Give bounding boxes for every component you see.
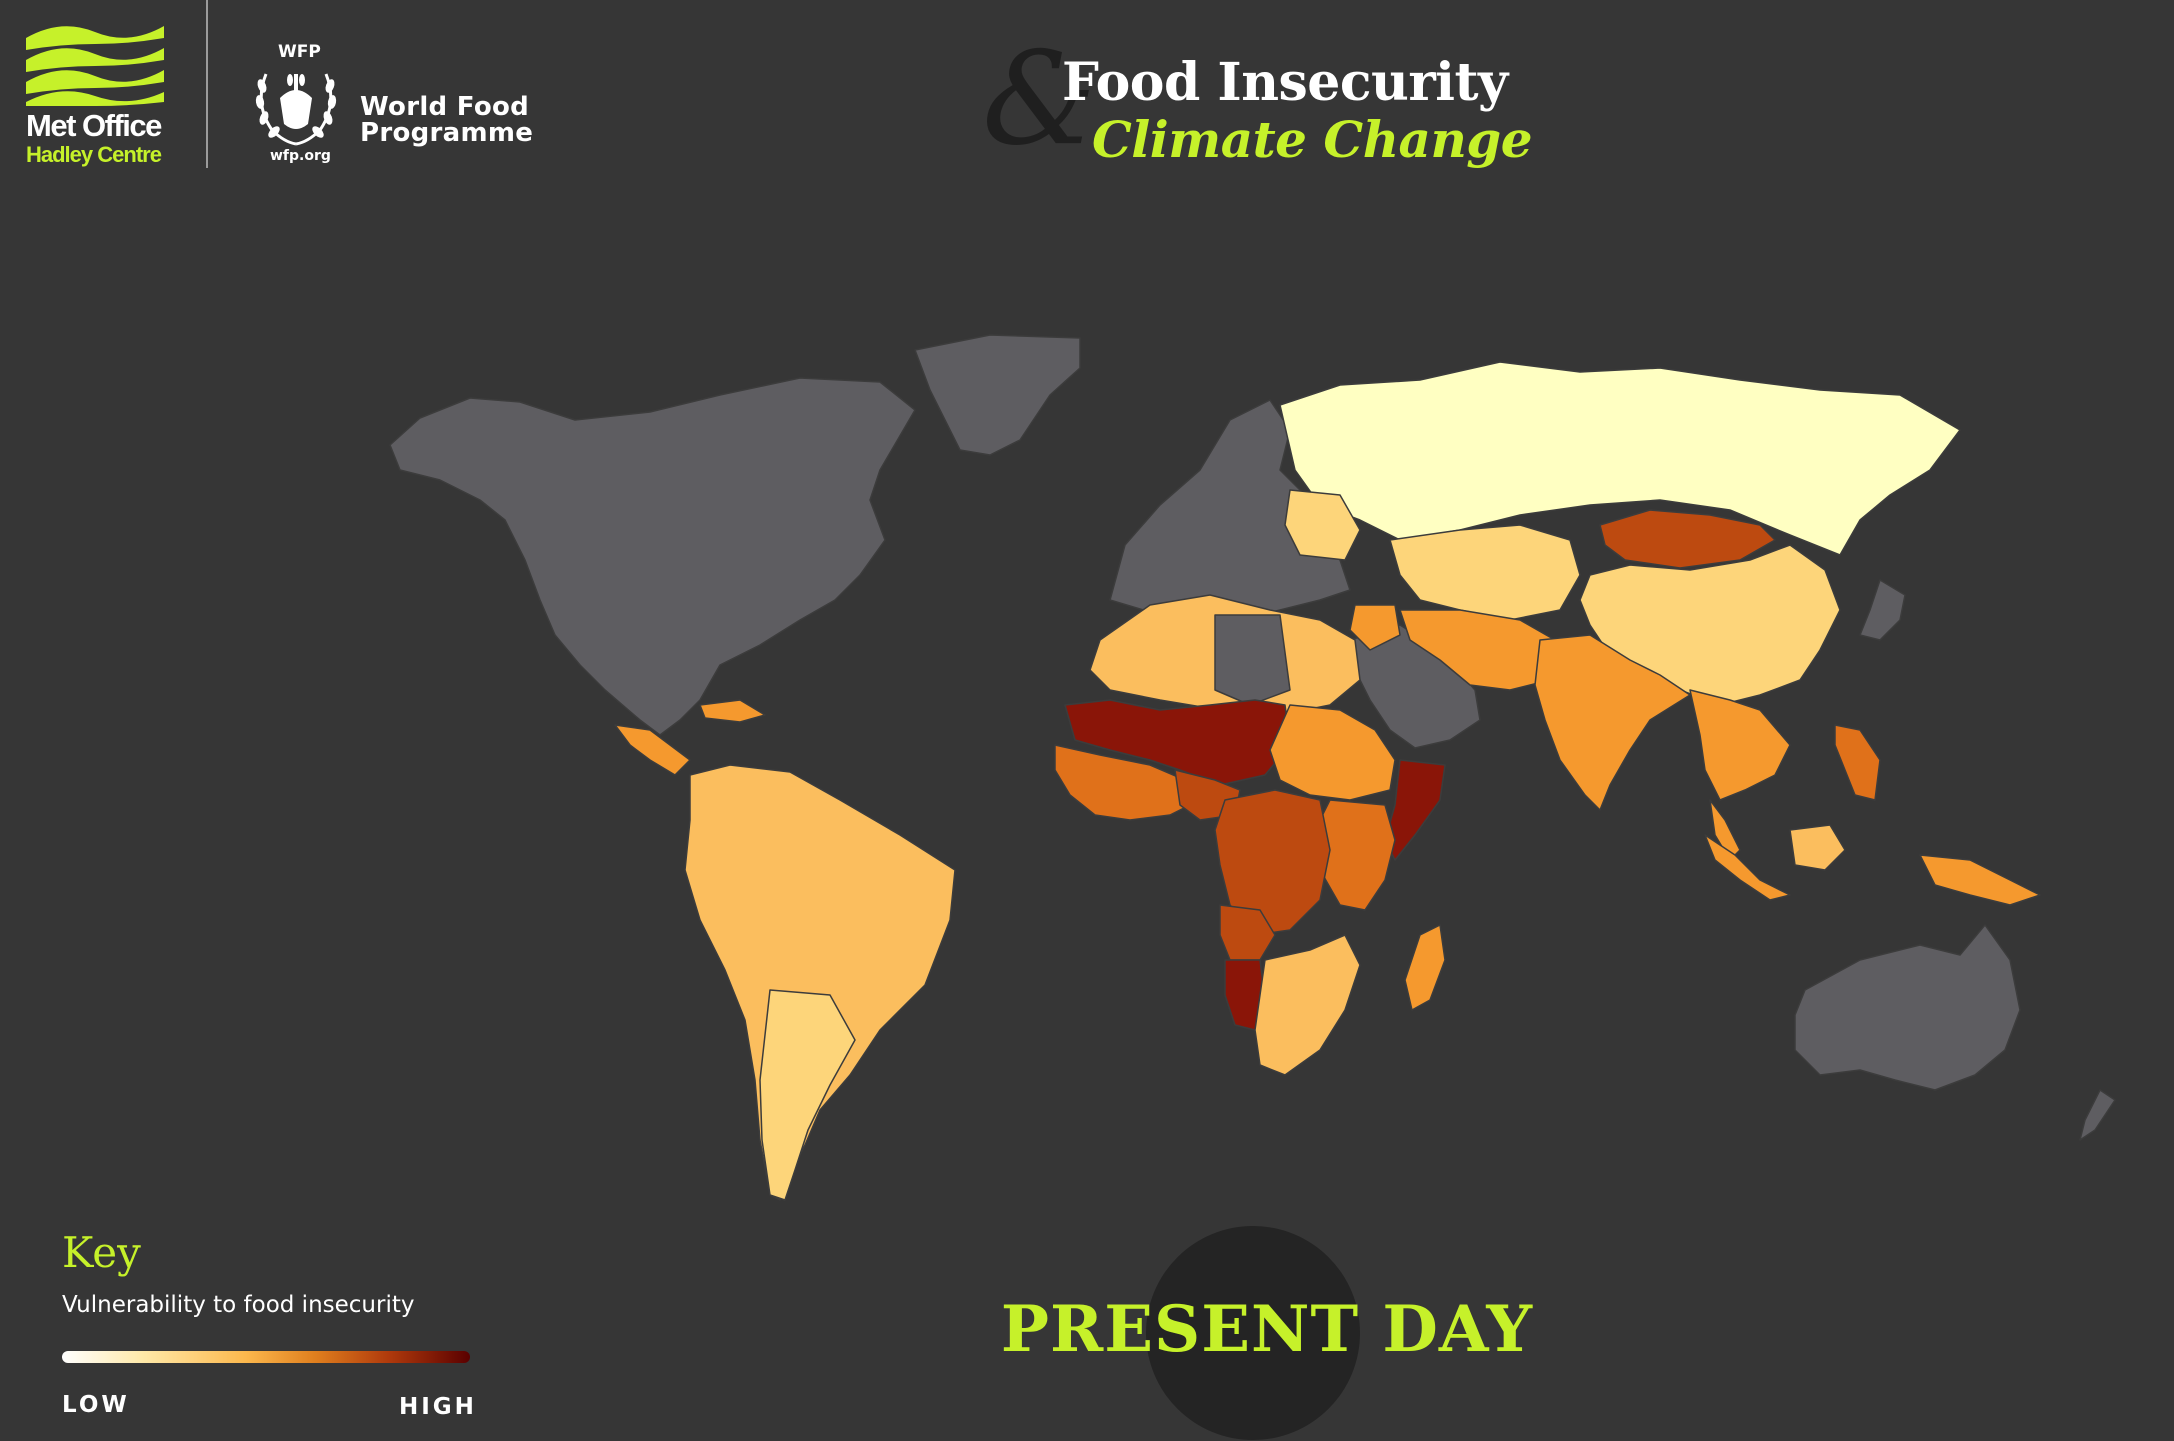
met-office-waves-icon — [26, 26, 164, 106]
key-title: Key — [62, 1228, 141, 1277]
region-somalia — [1384, 759, 1446, 861]
met-office-name: Met Office — [26, 108, 162, 143]
page-subtitle: Climate Change — [1092, 110, 1533, 169]
region-sudan-ethiopia — [1269, 704, 1396, 801]
region-papua — [1919, 854, 2041, 906]
region-indonesia-west — [1704, 834, 1791, 901]
region-central-asia — [1389, 524, 1581, 621]
key-high-label: HIGH — [399, 1394, 477, 1420]
period-label: PRESENT DAY — [1000, 1292, 1534, 1367]
region-south-america — [684, 764, 956, 1201]
region-north-america — [389, 377, 916, 736]
wfp-name-line-2: Programme — [360, 118, 534, 148]
met-office-subtitle: Hadley Centre — [26, 142, 162, 167]
region-borneo — [1789, 824, 1846, 871]
key-subtitle: Vulnerability to food insecurity — [62, 1292, 415, 1318]
region-levant — [1349, 604, 1401, 651]
wfp-url: wfp.org — [270, 148, 331, 164]
key-gradient-bar — [62, 1351, 470, 1363]
title-ampersand: & — [982, 25, 1096, 174]
wfp-acronym: WFP — [278, 42, 321, 62]
met-office-logo: Met Office Hadley Centre — [26, 18, 186, 168]
region-india — [1534, 634, 1691, 811]
region-madagascar — [1404, 924, 1446, 1011]
region-greenland — [914, 334, 1081, 456]
logo-divider — [206, 0, 208, 168]
region-new-zealand — [2079, 1089, 2116, 1141]
world-map — [389, 334, 2116, 1201]
region-southern-cone — [759, 989, 856, 1201]
region-japan — [1859, 579, 1906, 641]
wfp-logo: WFP wfp.org World Food Programme — [248, 40, 548, 170]
period-disc — [1146, 1226, 1360, 1440]
region-southern-africa — [1254, 934, 1361, 1076]
region-libya — [1214, 614, 1291, 706]
region-west-africa — [1054, 744, 1201, 821]
region-australia — [1794, 924, 2021, 1091]
region-iran-afghanistan — [1399, 609, 1556, 691]
region-eastern-europe — [1284, 489, 1361, 561]
region-philippines — [1834, 724, 1881, 801]
region-mongolia — [1599, 509, 1776, 569]
region-central-africa — [1214, 789, 1331, 936]
region-central-america — [614, 724, 691, 776]
key-low-label: LOW — [62, 1392, 130, 1418]
region-caribbean — [699, 699, 766, 723]
wfp-name-line-1: World Food — [360, 92, 530, 122]
page-title: Food Insecurity — [1062, 52, 1508, 113]
region-southeast-asia — [1689, 689, 1791, 801]
wheat-wreath-icon — [255, 73, 337, 146]
